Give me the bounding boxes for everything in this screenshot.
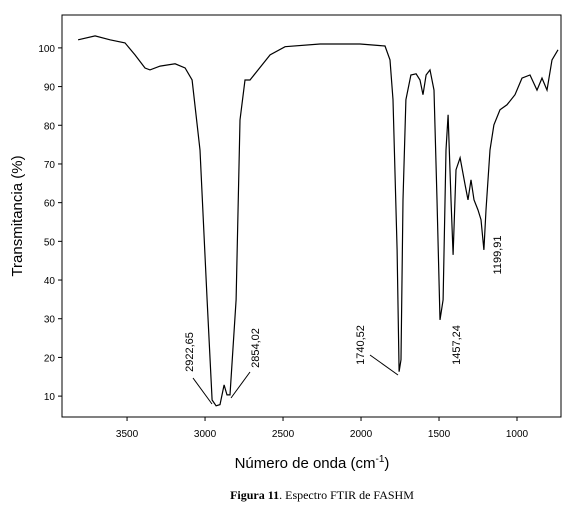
y-tick-label: 90 [44, 83, 56, 94]
y-tick-label: 70 [44, 160, 56, 171]
y-tick-label: 100 [38, 44, 55, 55]
peak-label: 1457,24 [451, 325, 463, 365]
plot-frame [61, 14, 562, 418]
x-tick-label: 3000 [194, 429, 217, 440]
peak-label: 2854,02 [250, 328, 262, 368]
leader-line [192, 377, 213, 405]
x-axis-label: Número de onda (cm-1) [235, 454, 390, 472]
x-axis-label-sup: -1 [376, 454, 385, 465]
x-tick-label: 2500 [272, 429, 295, 440]
x-tick-label: 1000 [506, 429, 529, 440]
y-tick-label: 40 [44, 276, 56, 287]
y-tick-label: 20 [44, 353, 56, 364]
y-tick-label: 10 [44, 392, 56, 403]
peak-label: 1740,52 [355, 325, 367, 365]
y-tick-label: 60 [44, 199, 56, 210]
caption-bold: Figura 11 [230, 488, 279, 502]
leader-line [369, 354, 399, 376]
y-axis-label: Transmitancia (%) [9, 155, 26, 276]
leader-lines [192, 354, 399, 405]
x-axis-label-end: ) [384, 455, 389, 472]
leader-line [230, 371, 251, 399]
spectrum-line [77, 35, 559, 407]
caption: Figura 11. Espectro FTIR de FASHM [230, 488, 414, 502]
peak-label: 2922,65 [184, 332, 196, 372]
x-axis-label-main: Número de onda (cm [235, 455, 376, 472]
y-tick-label: 30 [44, 315, 56, 326]
x-tick-label: 2000 [350, 429, 373, 440]
caption-text: . Espectro FTIR de FASHM [279, 488, 414, 502]
x-tick-label: 1500 [428, 429, 451, 440]
x-tick-label: 3500 [116, 429, 139, 440]
y-tick-label: 50 [44, 237, 56, 248]
peak-label: 1199,91 [492, 236, 504, 275]
y-tick-label: 80 [44, 121, 56, 132]
